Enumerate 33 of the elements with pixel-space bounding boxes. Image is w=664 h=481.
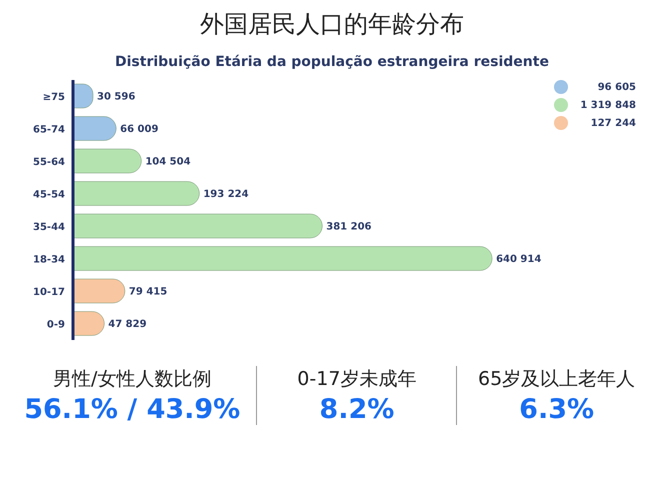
- data-label: 640 914: [496, 254, 542, 266]
- y-tick-label: 0-9: [46, 319, 66, 330]
- data-label: 79 415: [128, 286, 168, 298]
- text: 0-17岁未成年: [296, 367, 418, 392]
- y-tick-label: ≥75: [42, 92, 66, 103]
- data-label: 66 009: [120, 124, 158, 136]
- text: 8.2%: [318, 394, 396, 425]
- legend-label: 127 244: [590, 118, 636, 128]
- data-label: 193 224: [203, 189, 249, 200]
- legend-label: 1 319 848: [579, 100, 636, 110]
- bar: [73, 214, 323, 238]
- data-label: 47 829: [108, 319, 147, 330]
- text: 56.1% / 43.9%: [23, 394, 242, 425]
- bar: [73, 278, 126, 304]
- text: 65岁及以上老年人: [477, 367, 636, 392]
- y-tick-label: 10-17: [33, 286, 66, 298]
- bar: [73, 246, 492, 271]
- y-tick-label: 35-44: [33, 222, 66, 233]
- y-tick-label: 65-74: [33, 124, 66, 136]
- y-tick-label: 45-54: [33, 189, 66, 200]
- y-tick-label: 55-64: [33, 156, 66, 168]
- bar: [73, 116, 116, 141]
- text: 6.3%: [518, 394, 596, 425]
- text: 男性/女性人数比例: [52, 367, 212, 392]
- bar: [73, 181, 200, 206]
- data-label: 104 504: [145, 156, 191, 168]
- data-label: 30 596: [97, 92, 136, 103]
- y-tick-label: 18-34: [33, 254, 66, 266]
- chart-title: 外国居民人口的年龄分布: [199, 9, 465, 40]
- text: 96 605: [596, 82, 636, 92]
- data-label: 381 206: [326, 222, 372, 233]
- bar: [73, 148, 142, 174]
- chart-subtitle: Distribuição Etária da população estrangeira residente: [114, 54, 550, 70]
